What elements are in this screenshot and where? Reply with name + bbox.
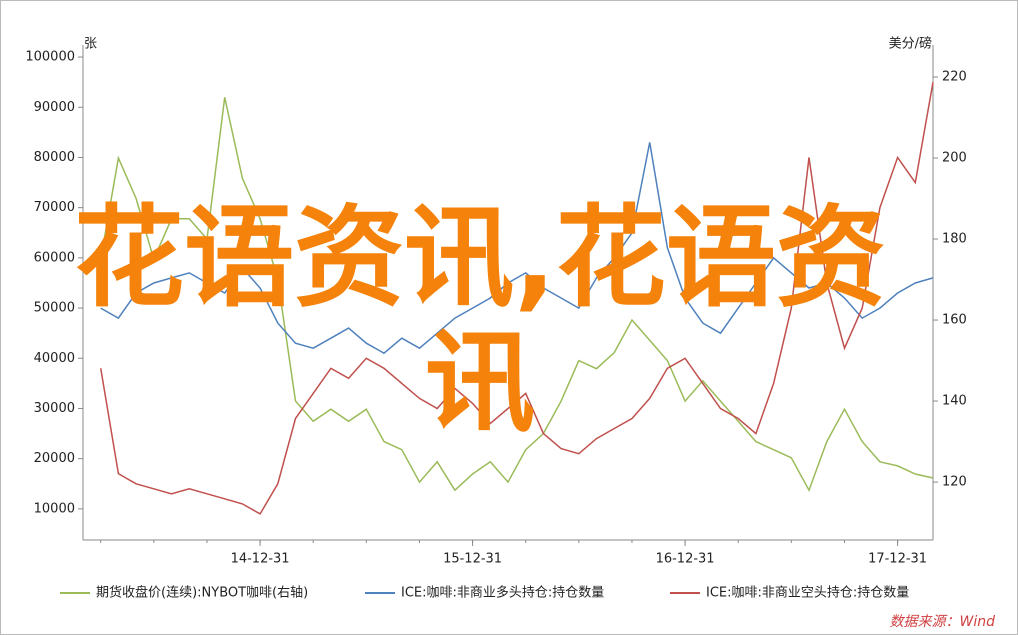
y-tick-label: 30000 bbox=[34, 401, 75, 416]
y-tick-label: 40000 bbox=[34, 351, 75, 366]
y-tick-label: 100000 bbox=[25, 50, 75, 65]
y-tick-label: 70000 bbox=[34, 200, 75, 215]
y-tick-label: 60000 bbox=[34, 250, 75, 265]
x-tick-label: 15-12-31 bbox=[443, 552, 502, 567]
y2-tick-label: 120 bbox=[942, 475, 967, 490]
y-tick-label: 80000 bbox=[34, 150, 75, 165]
y2-tick-label: 220 bbox=[942, 70, 967, 85]
legend-label: ICE:咖啡:非商业空头持仓:持仓数量 bbox=[706, 586, 909, 601]
y2-tick-label: 200 bbox=[942, 151, 967, 166]
x-tick-label: 14-12-31 bbox=[231, 552, 290, 567]
y-tick-label: 50000 bbox=[34, 301, 75, 316]
y-tick-label: 10000 bbox=[34, 501, 75, 516]
legend-label: 期货收盘价(连续):NYBOT咖啡(右轴) bbox=[96, 585, 308, 601]
y2-tick-label: 140 bbox=[942, 394, 967, 409]
y2-axis-unit: 美分/磅 bbox=[889, 36, 932, 52]
legend-label: ICE:咖啡:非商业多头持仓:持仓数量 bbox=[401, 585, 604, 601]
y-tick-label: 90000 bbox=[34, 100, 75, 115]
series-line bbox=[99, 97, 934, 493]
y2-tick-label: 160 bbox=[942, 313, 967, 328]
x-tick-label: 16-12-31 bbox=[656, 552, 715, 567]
y-tick-label: 20000 bbox=[34, 451, 75, 466]
series-line bbox=[99, 82, 934, 515]
series-line bbox=[100, 142, 934, 355]
x-tick-label: 17-12-31 bbox=[868, 552, 927, 567]
y2-tick-label: 180 bbox=[942, 232, 967, 247]
y-axis-unit: 张 bbox=[84, 37, 97, 52]
source: 数据来源：Wind bbox=[890, 614, 996, 630]
